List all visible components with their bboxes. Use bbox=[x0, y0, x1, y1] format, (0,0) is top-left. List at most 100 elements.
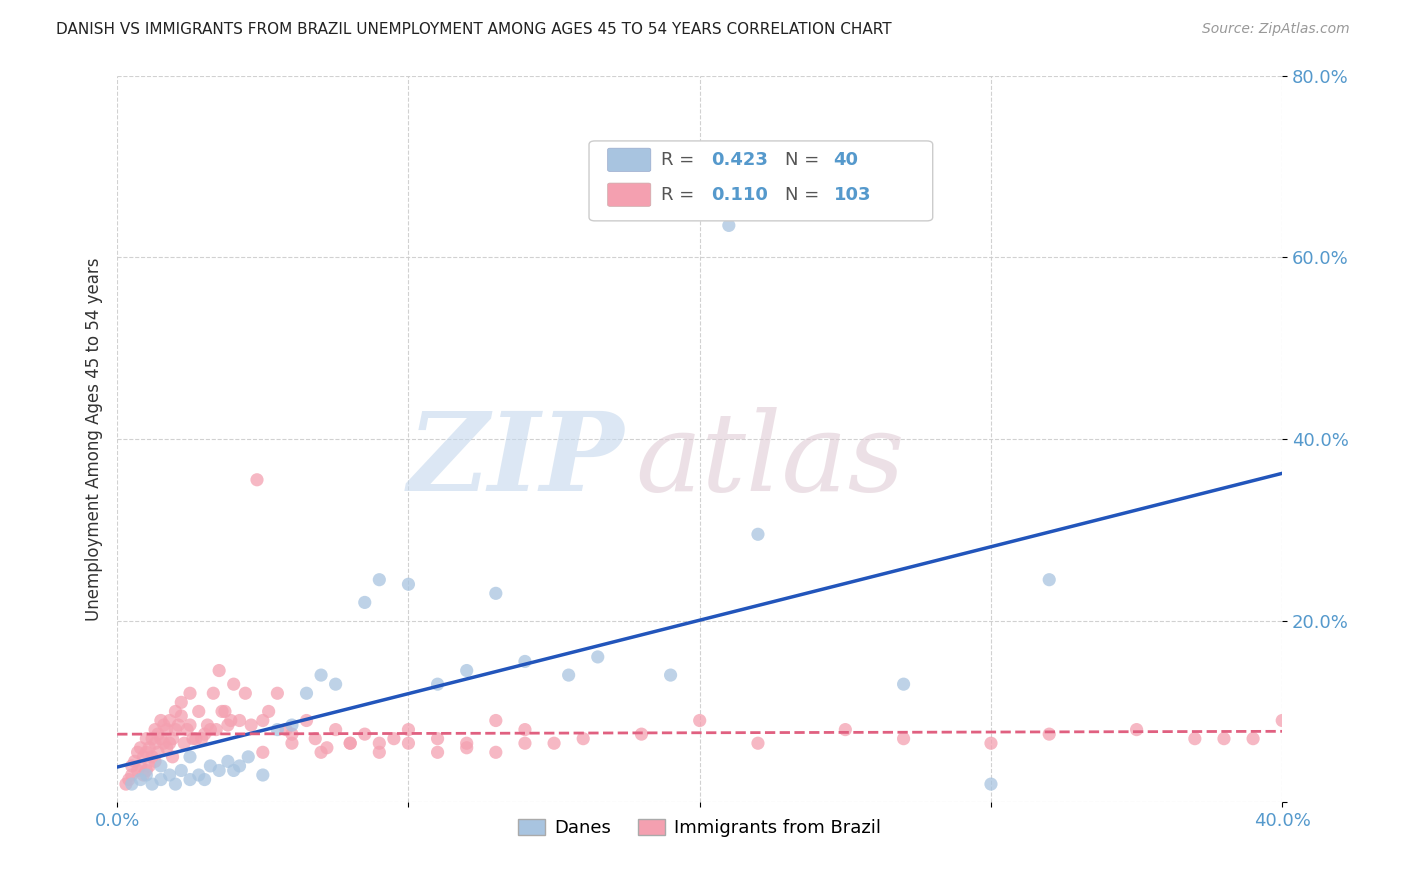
Point bbox=[426, 677, 449, 691]
Point bbox=[115, 777, 138, 791]
Point bbox=[170, 764, 193, 778]
Point bbox=[1241, 731, 1264, 746]
Point bbox=[121, 777, 143, 791]
Point bbox=[543, 736, 565, 750]
Point bbox=[1271, 714, 1294, 728]
Point bbox=[208, 764, 231, 778]
Point bbox=[162, 731, 184, 746]
Point bbox=[208, 664, 231, 678]
Point bbox=[315, 740, 337, 755]
Point bbox=[167, 718, 190, 732]
Point bbox=[132, 749, 155, 764]
Point bbox=[129, 772, 152, 787]
Point bbox=[152, 736, 174, 750]
Point bbox=[170, 709, 193, 723]
Point bbox=[485, 586, 508, 600]
Point bbox=[211, 705, 233, 719]
Point bbox=[127, 745, 149, 759]
Point bbox=[149, 731, 172, 746]
Point bbox=[309, 745, 332, 759]
Point bbox=[281, 718, 304, 732]
Point bbox=[485, 745, 508, 759]
Point bbox=[187, 705, 209, 719]
Point bbox=[219, 714, 242, 728]
Text: N =: N = bbox=[785, 186, 825, 203]
Point bbox=[135, 745, 157, 759]
Point bbox=[121, 759, 143, 773]
Point bbox=[257, 705, 280, 719]
Point bbox=[339, 736, 361, 750]
Point bbox=[179, 749, 201, 764]
Text: 40: 40 bbox=[834, 151, 859, 169]
Point bbox=[200, 723, 222, 737]
FancyBboxPatch shape bbox=[607, 148, 651, 171]
Point bbox=[135, 768, 157, 782]
FancyBboxPatch shape bbox=[589, 141, 932, 221]
Point bbox=[747, 736, 769, 750]
Point bbox=[193, 727, 215, 741]
Point bbox=[398, 723, 420, 737]
Point bbox=[1213, 731, 1236, 746]
Point bbox=[222, 677, 245, 691]
Legend: Danes, Immigrants from Brazil: Danes, Immigrants from Brazil bbox=[510, 812, 889, 844]
Text: R =: R = bbox=[661, 151, 700, 169]
Point bbox=[165, 777, 187, 791]
Point bbox=[1184, 731, 1206, 746]
Point bbox=[266, 723, 288, 737]
Point bbox=[228, 714, 250, 728]
Point bbox=[141, 731, 163, 746]
Point bbox=[1038, 573, 1060, 587]
Point bbox=[893, 731, 915, 746]
Point bbox=[1125, 723, 1147, 737]
Point bbox=[143, 755, 166, 769]
Point bbox=[659, 668, 682, 682]
Point bbox=[127, 764, 149, 778]
Point bbox=[246, 473, 269, 487]
Text: N =: N = bbox=[785, 151, 825, 169]
Point bbox=[238, 749, 260, 764]
Point bbox=[214, 705, 236, 719]
Y-axis label: Unemployment Among Ages 45 to 54 years: Unemployment Among Ages 45 to 54 years bbox=[86, 257, 103, 621]
Point bbox=[156, 723, 179, 737]
Point bbox=[513, 655, 536, 669]
Point bbox=[170, 695, 193, 709]
Point bbox=[893, 677, 915, 691]
Point bbox=[557, 668, 579, 682]
Point bbox=[129, 759, 152, 773]
Point bbox=[146, 727, 169, 741]
Point bbox=[368, 745, 391, 759]
Text: ZIP: ZIP bbox=[408, 407, 624, 515]
Point bbox=[143, 723, 166, 737]
Point bbox=[456, 736, 478, 750]
Point bbox=[834, 723, 856, 737]
Point bbox=[368, 736, 391, 750]
Point bbox=[572, 731, 595, 746]
Point bbox=[190, 731, 212, 746]
Text: atlas: atlas bbox=[636, 407, 905, 515]
Point bbox=[485, 714, 508, 728]
Point bbox=[149, 772, 172, 787]
Point bbox=[173, 736, 195, 750]
Point bbox=[382, 731, 405, 746]
Point bbox=[295, 686, 318, 700]
Point bbox=[176, 723, 198, 737]
Text: 0.110: 0.110 bbox=[711, 186, 768, 203]
Point bbox=[456, 664, 478, 678]
Point bbox=[118, 772, 141, 787]
Point bbox=[689, 714, 711, 728]
Point bbox=[205, 723, 228, 737]
Point bbox=[398, 577, 420, 591]
Point bbox=[152, 718, 174, 732]
Point bbox=[149, 714, 172, 728]
Point bbox=[586, 649, 609, 664]
Point bbox=[233, 686, 256, 700]
Point bbox=[295, 714, 318, 728]
Point bbox=[138, 759, 160, 773]
Point bbox=[184, 731, 207, 746]
Point bbox=[252, 714, 274, 728]
Point bbox=[138, 740, 160, 755]
Point bbox=[426, 745, 449, 759]
Point bbox=[179, 718, 201, 732]
Point bbox=[159, 736, 181, 750]
Point bbox=[135, 764, 157, 778]
